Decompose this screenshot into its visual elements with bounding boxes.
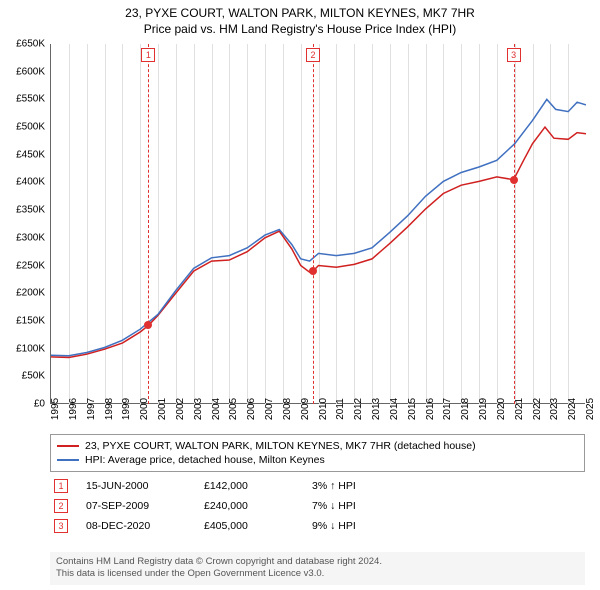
event-row-2: 2 07-SEP-2009 £240,000 7% ↓ HPI bbox=[50, 496, 585, 516]
x-tick-label: 2025 bbox=[585, 398, 596, 420]
legend-swatch-hpi bbox=[57, 459, 79, 461]
event-price-3: £405,000 bbox=[204, 520, 294, 532]
x-tick-label: 1996 bbox=[68, 398, 79, 420]
plot-region: 1 2 3 bbox=[50, 44, 585, 404]
x-tick-label: 2009 bbox=[300, 398, 311, 420]
y-tick-label: £0 bbox=[34, 399, 45, 410]
x-tick-label: 1999 bbox=[121, 398, 132, 420]
event-hpi-2: 7% ↓ HPI bbox=[312, 500, 402, 512]
title-line1: 23, PYXE COURT, WALTON PARK, MILTON KEYN… bbox=[0, 6, 600, 20]
event-date-3: 08-DEC-2020 bbox=[86, 520, 186, 532]
y-tick-label: £350K bbox=[16, 205, 45, 216]
event-line bbox=[514, 44, 515, 404]
event-row-3: 3 08-DEC-2020 £405,000 9% ↓ HPI bbox=[50, 516, 585, 536]
event-box: 2 bbox=[306, 48, 320, 62]
event-hpi-1: 3% ↑ HPI bbox=[312, 480, 402, 492]
x-tick-label: 2012 bbox=[353, 398, 364, 420]
event-line bbox=[148, 44, 149, 404]
chart-container: 23, PYXE COURT, WALTON PARK, MILTON KEYN… bbox=[0, 0, 600, 590]
footer-line2: This data is licensed under the Open Gov… bbox=[56, 568, 579, 580]
legend-swatch-property bbox=[57, 445, 79, 447]
event-date-1: 15-JUN-2000 bbox=[86, 480, 186, 492]
y-tick-label: £300K bbox=[16, 232, 45, 243]
x-tick-label: 1995 bbox=[50, 398, 61, 420]
x-tick-label: 2022 bbox=[532, 398, 543, 420]
series-line-hpi bbox=[51, 99, 586, 355]
x-tick-label: 2011 bbox=[335, 398, 346, 420]
x-tick-label: 1997 bbox=[86, 398, 97, 420]
series-line-property bbox=[51, 127, 586, 357]
x-tick-label: 2008 bbox=[282, 398, 293, 420]
x-tick-label: 2024 bbox=[567, 398, 578, 420]
x-tick-label: 2003 bbox=[193, 398, 204, 420]
x-tick-label: 2000 bbox=[139, 398, 150, 420]
event-row-1: 1 15-JUN-2000 £142,000 3% ↑ HPI bbox=[50, 476, 585, 496]
event-box: 3 bbox=[507, 48, 521, 62]
y-tick-label: £450K bbox=[16, 149, 45, 160]
x-tick-label: 2016 bbox=[425, 398, 436, 420]
x-tick-label: 2013 bbox=[371, 398, 382, 420]
events-table: 1 15-JUN-2000 £142,000 3% ↑ HPI 2 07-SEP… bbox=[50, 476, 585, 536]
y-tick-label: £600K bbox=[16, 66, 45, 77]
event-price-1: £142,000 bbox=[204, 480, 294, 492]
x-tick-label: 2019 bbox=[478, 398, 489, 420]
x-tick-label: 2001 bbox=[157, 398, 168, 420]
y-tick-label: £150K bbox=[16, 315, 45, 326]
line-series-svg bbox=[51, 44, 586, 404]
x-tick-label: 2006 bbox=[246, 398, 257, 420]
event-marker-3: 3 bbox=[54, 519, 68, 533]
event-marker-1: 1 bbox=[54, 479, 68, 493]
x-tick-label: 2010 bbox=[318, 398, 329, 420]
legend: 23, PYXE COURT, WALTON PARK, MILTON KEYN… bbox=[50, 434, 585, 472]
x-tick-label: 2005 bbox=[228, 398, 239, 420]
x-tick-label: 2023 bbox=[549, 398, 560, 420]
x-tick-label: 2017 bbox=[442, 398, 453, 420]
x-tick-label: 2018 bbox=[460, 398, 471, 420]
event-line bbox=[313, 44, 314, 404]
y-tick-label: £500K bbox=[16, 122, 45, 133]
y-tick-label: £400K bbox=[16, 177, 45, 188]
event-marker-2: 2 bbox=[54, 499, 68, 513]
y-tick-label: £550K bbox=[16, 94, 45, 105]
chart-area: 123 £0£50K£100K£150K£200K£250K£300K£350K… bbox=[50, 44, 585, 404]
x-tick-label: 2002 bbox=[175, 398, 186, 420]
x-tick-label: 2004 bbox=[211, 398, 222, 420]
x-tick-label: 2021 bbox=[514, 398, 525, 420]
title-line2: Price paid vs. HM Land Registry's House … bbox=[0, 22, 600, 36]
y-tick-label: £650K bbox=[16, 39, 45, 50]
y-tick-label: £200K bbox=[16, 288, 45, 299]
y-tick-label: £100K bbox=[16, 343, 45, 354]
x-tick-label: 2015 bbox=[407, 398, 418, 420]
event-dot bbox=[144, 321, 152, 329]
title-block: 23, PYXE COURT, WALTON PARK, MILTON KEYN… bbox=[0, 0, 600, 38]
y-tick-label: £250K bbox=[16, 260, 45, 271]
footer: Contains HM Land Registry data © Crown c… bbox=[50, 552, 585, 585]
event-price-2: £240,000 bbox=[204, 500, 294, 512]
x-tick-label: 2014 bbox=[389, 398, 400, 420]
x-tick-label: 2020 bbox=[496, 398, 507, 420]
legend-label-property: 23, PYXE COURT, WALTON PARK, MILTON KEYN… bbox=[85, 440, 476, 452]
x-tick-label: 2007 bbox=[264, 398, 275, 420]
event-box: 1 bbox=[141, 48, 155, 62]
legend-label-hpi: HPI: Average price, detached house, Milt… bbox=[85, 454, 325, 466]
footer-line1: Contains HM Land Registry data © Crown c… bbox=[56, 556, 579, 568]
x-tick-label: 1998 bbox=[104, 398, 115, 420]
y-tick-label: £50K bbox=[22, 371, 45, 382]
event-date-2: 07-SEP-2009 bbox=[86, 500, 186, 512]
event-dot bbox=[309, 267, 317, 275]
event-hpi-3: 9% ↓ HPI bbox=[312, 520, 402, 532]
legend-row-hpi: HPI: Average price, detached house, Milt… bbox=[57, 453, 578, 467]
event-dot bbox=[510, 176, 518, 184]
legend-row-property: 23, PYXE COURT, WALTON PARK, MILTON KEYN… bbox=[57, 439, 578, 453]
